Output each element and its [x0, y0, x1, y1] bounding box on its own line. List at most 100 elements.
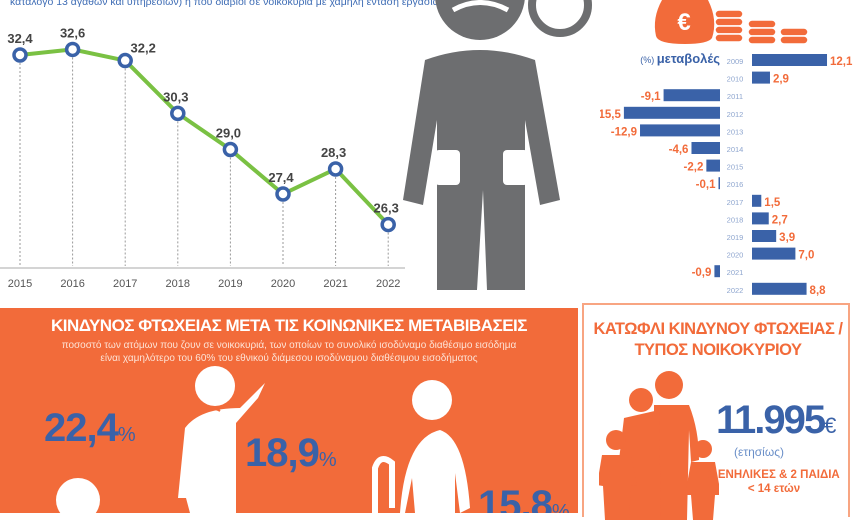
unit: %	[318, 449, 337, 471]
year-label: 2016	[727, 180, 744, 189]
data-label: 32,6	[60, 25, 85, 40]
data-label: 29,0	[216, 126, 241, 141]
panel-title: ΚΑΤΩΦΛΙ ΚΙΝΔΥΝΟΥ ΦΤΩΧΕΙΑΣ / ΤΥΠΟΣ ΝΟΙΚΟΚ…	[584, 319, 852, 361]
poverty-rate-line-chart: 2015 2016 2017 2018 2019 2020 2021 2022 32,4 32,6…	[0, 25, 405, 290]
x-tick-label: 2020	[271, 278, 295, 290]
x-tick-label: 2019	[218, 278, 242, 290]
data-point	[170, 105, 186, 122]
data-label: 32,4	[7, 31, 33, 46]
chart-subtitle: κατάλογο 13 αγαθών και υπηρεσιών) ή που …	[10, 0, 447, 8]
bar	[714, 265, 720, 278]
elderly-icon	[412, 380, 452, 420]
bar	[663, 89, 720, 102]
family-icon	[599, 371, 719, 520]
x-tick-label: 2017	[113, 278, 137, 290]
data-label: 28,3	[321, 145, 346, 160]
child-poverty-rate: 22,4%	[44, 406, 136, 451]
data-point	[327, 161, 344, 177]
adult-icon	[195, 366, 235, 406]
data-point	[117, 52, 133, 69]
data-point	[275, 186, 291, 202]
bar	[752, 194, 762, 207]
bar-chart-title: (%) μεταβολές	[640, 51, 720, 66]
title-prefix: (%)	[640, 55, 657, 65]
household-type: 2 ΕΝΗΛΙΚΕΣ & 2 ΠΑΙΔΙΑ < 14 ετών	[704, 468, 844, 496]
data-label: 26,3	[374, 201, 399, 216]
bar-label: 8,8	[810, 285, 827, 297]
year-label: 2010	[727, 75, 744, 84]
poverty-after-transfers-panel: ΚΙΝΔΥΝΟΣ ΦΤΩΧΕΙΑΣ ΜΕΤΑ ΤΙΣ ΚΟΙΝΩΝΙΚΕΣ ΜΕ…	[0, 308, 578, 513]
svg-text:€: €	[677, 9, 690, 36]
x-tick-label: 2015	[8, 278, 32, 290]
bar-label: -0,1	[696, 179, 716, 191]
household-type-line: < 14 ετών	[747, 483, 801, 495]
coins-icon	[714, 9, 809, 45]
bar-label: -9,1	[641, 91, 661, 103]
x-tick-label: 2022	[376, 278, 400, 290]
year-label: 2017	[727, 198, 744, 207]
threshold-amount: 11.995€	[716, 398, 836, 443]
year-label: 2020	[727, 251, 744, 260]
unit: %	[551, 501, 570, 513]
value: 18,9	[245, 431, 320, 475]
year-label: 2012	[727, 110, 744, 119]
child-icon	[56, 478, 100, 513]
household-type-line: 2 ΕΝΗΛΙΚΕΣ & 2 ΠΑΙΔΙΑ	[708, 469, 840, 481]
bar-label: -4,6	[669, 144, 689, 156]
poverty-threshold-panel: ΚΑΤΩΦΛΙ ΚΙΝΔΥΝΟΥ ΦΤΩΧΕΙΑΣ / ΤΥΠΟΣ ΝΟΙΚΟΚ…	[582, 303, 852, 520]
data-label: 27,4	[268, 170, 294, 185]
bar-label: 1,5	[764, 197, 781, 209]
bar	[718, 177, 720, 190]
data-point	[64, 41, 81, 58]
year-label: 2018	[727, 215, 744, 224]
data-point	[12, 47, 28, 63]
currency: €	[824, 413, 836, 438]
year-label: 2011	[727, 92, 743, 101]
data-point	[222, 141, 239, 158]
year-label: 2009	[727, 57, 744, 66]
unit: %	[117, 424, 136, 446]
bar	[752, 212, 769, 225]
bar	[706, 159, 720, 172]
bar-label: 2,9	[773, 74, 789, 86]
bar	[752, 54, 828, 66]
bar	[752, 247, 796, 260]
bar-label: -0,9	[692, 267, 712, 279]
threshold-period: (ετησίως)	[734, 445, 784, 459]
year-label: 2015	[727, 163, 744, 172]
year-label: 2019	[727, 233, 744, 242]
people-icons	[56, 366, 470, 513]
description-line: είναι χαμηλότερο του 60% του εθνικού διά…	[100, 353, 478, 364]
value: 22,4	[44, 406, 119, 450]
panel-title: ΚΙΝΔΥΝΟΣ ΦΤΩΧΕΙΑΣ ΜΕΤΑ ΤΙΣ ΚΟΙΝΩΝΙΚΕΣ ΜΕ…	[51, 316, 528, 335]
value: 15,8	[478, 483, 553, 513]
bar	[691, 142, 720, 154]
bar	[752, 71, 770, 84]
bar	[623, 106, 720, 119]
title-main: μεταβολές	[657, 51, 721, 66]
cane-icon	[372, 456, 395, 513]
bar-label: 2,7	[772, 214, 788, 226]
title-line: ΚΑΤΩΦΛΙ ΚΙΝΔΥΝΟΥ ΦΤΩΧΕΙΑΣ /	[593, 320, 843, 338]
bar-label: -15,5	[600, 109, 621, 121]
data-label: 32,2	[131, 41, 156, 56]
bar-label: 7,0	[798, 250, 814, 262]
panel-description: ποσοστό των ατόμων που ζουν σε νοικοκυρι…	[0, 339, 578, 365]
man-empty-pockets-illustration	[403, 0, 592, 290]
description-line: ποσοστό των ατόμων που ζουν σε νοικοκυρι…	[61, 340, 517, 351]
bar-label: -2,2	[684, 162, 704, 174]
adult-poverty-rate: 18,9%	[245, 431, 337, 476]
bar-label: 3,9	[779, 232, 795, 244]
amount: 11.995	[716, 398, 826, 442]
x-tick-label: 2021	[323, 278, 347, 290]
bar	[640, 124, 720, 137]
bar	[752, 282, 807, 295]
bar	[752, 230, 777, 242]
change-bar-chart: (%) μεταβολές 2009 12,1 2010 2,9 2011 -9,1 2012…	[600, 51, 853, 297]
money-bag-icon: €	[654, 0, 809, 45]
x-tick-label: 2018	[166, 278, 190, 290]
bar-label: -12,9	[611, 126, 637, 138]
elderly-poverty-rate: 15,8%	[478, 483, 570, 513]
year-label: 2021	[727, 268, 744, 277]
year-label: 2013	[727, 127, 744, 136]
